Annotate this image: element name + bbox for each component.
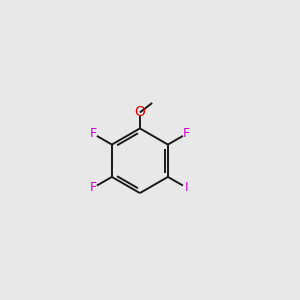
Text: F: F (183, 127, 190, 140)
Text: O: O (134, 105, 145, 119)
Text: F: F (90, 181, 97, 194)
Text: I: I (184, 181, 188, 194)
Text: F: F (90, 127, 97, 140)
